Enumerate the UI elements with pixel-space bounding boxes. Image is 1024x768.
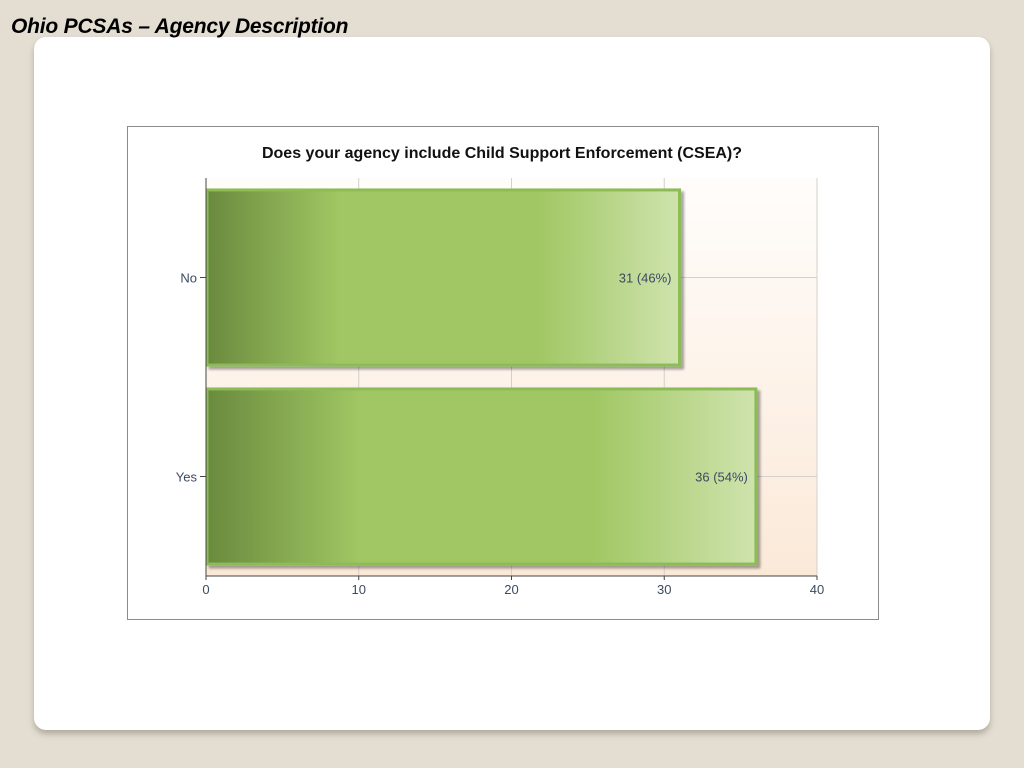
- bar-yes: [205, 387, 758, 566]
- category-label-yes: Yes: [176, 470, 198, 485]
- category-label-no: No: [180, 271, 197, 286]
- data-label-no: 31 (46%): [619, 271, 672, 286]
- x-tick-label: 0: [202, 582, 209, 597]
- x-tick-label: 30: [657, 582, 671, 597]
- x-tick-label: 40: [810, 582, 824, 597]
- chart-title: Does your agency include Child Support E…: [262, 145, 742, 162]
- data-label-yes: 36 (54%): [695, 470, 748, 485]
- slide-title: Ohio PCSAs – Agency Description: [11, 15, 349, 38]
- x-tick-label: 10: [352, 582, 366, 597]
- plot-area: 31 (46%) No 36 (54%) Yes 0 10 20 30 40: [176, 178, 824, 597]
- bar-no: [205, 188, 682, 367]
- x-tick-label: 20: [504, 582, 518, 597]
